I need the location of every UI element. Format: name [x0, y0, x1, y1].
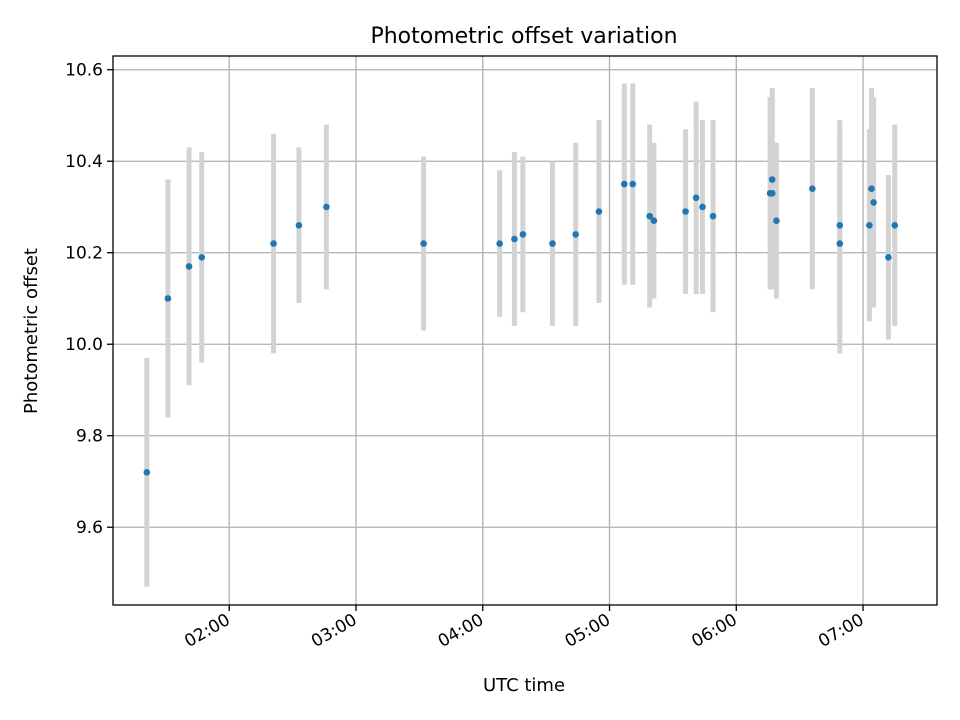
- x-tick-label: 07:00: [815, 610, 867, 652]
- data-point: [836, 221, 844, 229]
- x-axis-label: UTC time: [483, 675, 565, 696]
- x-tick-label: 04:00: [435, 610, 487, 652]
- data-point: [768, 176, 776, 183]
- data-point: [809, 185, 816, 192]
- y-axis-ticks: 9.6 9.8 10.0 10.2 10.4 10.6: [65, 61, 113, 538]
- data-point: [595, 208, 603, 215]
- data-point: [650, 217, 658, 224]
- x-tick-label: 02:00: [181, 610, 233, 652]
- data-point: [692, 194, 700, 202]
- x-tick-label: 05:00: [562, 610, 614, 652]
- data-point: [885, 253, 892, 261]
- data-point: [682, 208, 689, 215]
- y-tick-label: 10.2: [65, 244, 103, 264]
- data-point: [511, 235, 518, 243]
- data-point: [270, 240, 277, 247]
- data-point: [143, 469, 151, 476]
- y-tick-label: 9.6: [76, 518, 103, 538]
- data-point: [549, 240, 556, 247]
- data-point: [768, 189, 776, 197]
- data-points: [143, 176, 899, 476]
- y-tick-label: 10.6: [65, 61, 103, 81]
- y-tick-label: 10.4: [65, 152, 103, 172]
- data-point: [572, 231, 580, 238]
- y-tick-label: 10.0: [65, 335, 103, 355]
- data-point: [519, 231, 527, 238]
- data-point: [164, 295, 172, 302]
- data-point: [646, 212, 653, 220]
- data-point: [870, 199, 877, 206]
- data-point: [699, 203, 706, 211]
- data-point: [836, 240, 844, 247]
- y-axis-label: Photometric offset: [21, 248, 42, 414]
- x-tick-label: 03:00: [308, 610, 360, 652]
- data-point: [629, 180, 637, 188]
- chart-title: Photometric offset variation: [370, 24, 677, 49]
- data-point: [868, 185, 875, 192]
- data-point: [496, 240, 503, 247]
- data-point: [185, 263, 193, 270]
- data-point: [198, 253, 206, 261]
- data-point: [295, 221, 303, 229]
- grid: [113, 56, 937, 605]
- data-point: [773, 217, 780, 224]
- data-point: [621, 180, 628, 188]
- x-axis-ticks: 02:00 03:00 04:00 05:00 06:00 07:00: [181, 605, 868, 652]
- data-point: [420, 240, 427, 247]
- data-point: [323, 203, 330, 211]
- data-point: [891, 221, 899, 229]
- data-point: [709, 212, 717, 220]
- y-tick-label: 9.8: [76, 427, 103, 447]
- axes-frame: [112, 55, 938, 606]
- x-tick-label: 06:00: [688, 610, 740, 652]
- error-bars: [144, 83, 898, 587]
- data-point: [866, 221, 873, 229]
